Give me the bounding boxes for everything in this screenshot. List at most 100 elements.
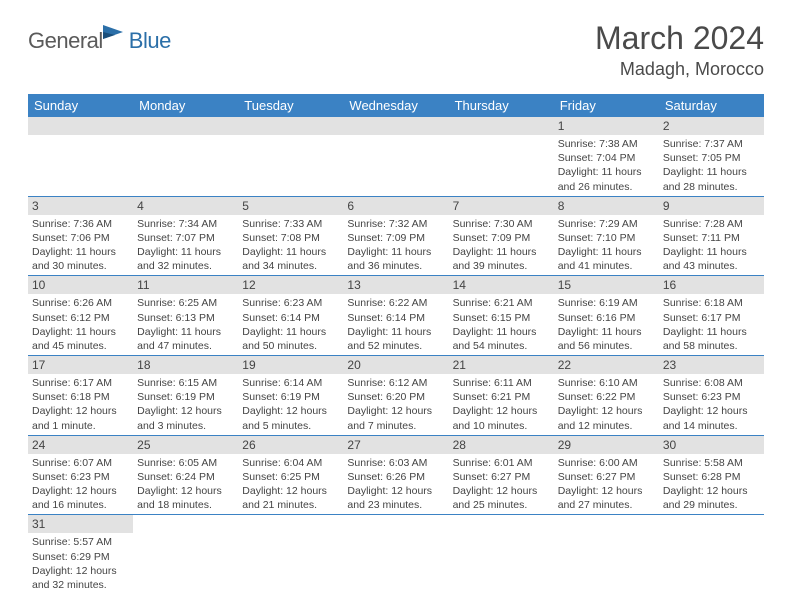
day-details: Sunrise: 7:30 AMSunset: 7:09 PMDaylight:… — [449, 215, 554, 276]
day-details: Sunrise: 6:21 AMSunset: 6:15 PMDaylight:… — [449, 294, 554, 355]
day-details: Sunrise: 6:25 AMSunset: 6:13 PMDaylight:… — [133, 294, 238, 355]
calendar-cell — [133, 515, 238, 594]
sunrise-text: Sunrise: 7:34 AM — [137, 217, 234, 231]
sunrise-text: Sunrise: 6:22 AM — [347, 296, 444, 310]
daylight-text: Daylight: 11 hours — [453, 245, 550, 259]
calendar-cell: 21Sunrise: 6:11 AMSunset: 6:21 PMDayligh… — [449, 356, 554, 436]
empty-day-bar — [449, 117, 554, 135]
sunset-text: Sunset: 6:19 PM — [137, 390, 234, 404]
day-number: 18 — [133, 356, 238, 374]
day-number: 26 — [238, 436, 343, 454]
calendar-row: 1Sunrise: 7:38 AMSunset: 7:04 PMDaylight… — [28, 117, 764, 196]
day-number: 3 — [28, 197, 133, 215]
daylight-text: and 25 minutes. — [453, 498, 550, 512]
calendar-cell: 27Sunrise: 6:03 AMSunset: 6:26 PMDayligh… — [343, 435, 448, 515]
daylight-text: and 3 minutes. — [137, 419, 234, 433]
daylight-text: Daylight: 12 hours — [347, 484, 444, 498]
calendar-cell: 22Sunrise: 6:10 AMSunset: 6:22 PMDayligh… — [554, 356, 659, 436]
daylight-text: and 10 minutes. — [453, 419, 550, 433]
sunset-text: Sunset: 7:09 PM — [347, 231, 444, 245]
weekday-monday: Monday — [133, 94, 238, 117]
calendar-cell: 31Sunrise: 5:57 AMSunset: 6:29 PMDayligh… — [28, 515, 133, 594]
day-number: 12 — [238, 276, 343, 294]
daylight-text: Daylight: 11 hours — [347, 245, 444, 259]
day-details: Sunrise: 7:33 AMSunset: 7:08 PMDaylight:… — [238, 215, 343, 276]
daylight-text: Daylight: 11 hours — [242, 245, 339, 259]
daylight-text: Daylight: 12 hours — [663, 404, 760, 418]
day-number: 9 — [659, 197, 764, 215]
sunset-text: Sunset: 6:18 PM — [32, 390, 129, 404]
sunrise-text: Sunrise: 7:29 AM — [558, 217, 655, 231]
daylight-text: Daylight: 11 hours — [137, 245, 234, 259]
sunrise-text: Sunrise: 6:01 AM — [453, 456, 550, 470]
day-details: Sunrise: 5:58 AMSunset: 6:28 PMDaylight:… — [659, 454, 764, 515]
sunrise-text: Sunrise: 7:36 AM — [32, 217, 129, 231]
day-details: Sunrise: 6:05 AMSunset: 6:24 PMDaylight:… — [133, 454, 238, 515]
sunset-text: Sunset: 7:07 PM — [137, 231, 234, 245]
calendar-cell: 23Sunrise: 6:08 AMSunset: 6:23 PMDayligh… — [659, 356, 764, 436]
day-details: Sunrise: 6:22 AMSunset: 6:14 PMDaylight:… — [343, 294, 448, 355]
day-number: 1 — [554, 117, 659, 135]
day-number: 11 — [133, 276, 238, 294]
daylight-text: Daylight: 11 hours — [558, 165, 655, 179]
day-details: Sunrise: 6:08 AMSunset: 6:23 PMDaylight:… — [659, 374, 764, 435]
sunset-text: Sunset: 6:15 PM — [453, 311, 550, 325]
sunrise-text: Sunrise: 6:23 AM — [242, 296, 339, 310]
sunset-text: Sunset: 7:11 PM — [663, 231, 760, 245]
month-title: March 2024 — [595, 20, 764, 57]
empty-day-bar — [238, 117, 343, 135]
sunrise-text: Sunrise: 6:04 AM — [242, 456, 339, 470]
daylight-text: and 41 minutes. — [558, 259, 655, 273]
calendar-cell: 11Sunrise: 6:25 AMSunset: 6:13 PMDayligh… — [133, 276, 238, 356]
sunset-text: Sunset: 7:10 PM — [558, 231, 655, 245]
daylight-text: and 1 minute. — [32, 419, 129, 433]
day-number: 15 — [554, 276, 659, 294]
day-details: Sunrise: 6:19 AMSunset: 6:16 PMDaylight:… — [554, 294, 659, 355]
day-number: 25 — [133, 436, 238, 454]
day-details: Sunrise: 7:28 AMSunset: 7:11 PMDaylight:… — [659, 215, 764, 276]
sunrise-text: Sunrise: 6:07 AM — [32, 456, 129, 470]
daylight-text: Daylight: 12 hours — [558, 484, 655, 498]
calendar-cell — [343, 515, 448, 594]
day-details: Sunrise: 6:11 AMSunset: 6:21 PMDaylight:… — [449, 374, 554, 435]
sunset-text: Sunset: 6:21 PM — [453, 390, 550, 404]
calendar-cell — [554, 515, 659, 594]
calendar-cell: 24Sunrise: 6:07 AMSunset: 6:23 PMDayligh… — [28, 435, 133, 515]
calendar-cell: 6Sunrise: 7:32 AMSunset: 7:09 PMDaylight… — [343, 196, 448, 276]
calendar-body: 1Sunrise: 7:38 AMSunset: 7:04 PMDaylight… — [28, 117, 764, 594]
sunrise-text: Sunrise: 6:17 AM — [32, 376, 129, 390]
sunrise-text: Sunrise: 7:28 AM — [663, 217, 760, 231]
sunset-text: Sunset: 6:28 PM — [663, 470, 760, 484]
sunrise-text: Sunrise: 6:25 AM — [137, 296, 234, 310]
logo-text-general: General — [28, 28, 103, 54]
sunset-text: Sunset: 6:16 PM — [558, 311, 655, 325]
day-number: 24 — [28, 436, 133, 454]
day-number: 5 — [238, 197, 343, 215]
calendar-cell — [449, 117, 554, 196]
calendar-cell: 20Sunrise: 6:12 AMSunset: 6:20 PMDayligh… — [343, 356, 448, 436]
logo: General Blue — [28, 28, 171, 54]
sunset-text: Sunset: 6:14 PM — [347, 311, 444, 325]
calendar-cell — [343, 117, 448, 196]
daylight-text: Daylight: 11 hours — [558, 245, 655, 259]
day-details: Sunrise: 7:38 AMSunset: 7:04 PMDaylight:… — [554, 135, 659, 196]
daylight-text: and 27 minutes. — [558, 498, 655, 512]
sunset-text: Sunset: 7:06 PM — [32, 231, 129, 245]
day-number: 6 — [343, 197, 448, 215]
daylight-text: and 54 minutes. — [453, 339, 550, 353]
daylight-text: Daylight: 11 hours — [663, 165, 760, 179]
day-details: Sunrise: 7:36 AMSunset: 7:06 PMDaylight:… — [28, 215, 133, 276]
daylight-text: and 18 minutes. — [137, 498, 234, 512]
day-details: Sunrise: 7:32 AMSunset: 7:09 PMDaylight:… — [343, 215, 448, 276]
sunset-text: Sunset: 6:12 PM — [32, 311, 129, 325]
daylight-text: Daylight: 12 hours — [137, 484, 234, 498]
calendar-row: 17Sunrise: 6:17 AMSunset: 6:18 PMDayligh… — [28, 356, 764, 436]
sunset-text: Sunset: 7:04 PM — [558, 151, 655, 165]
day-details: Sunrise: 6:23 AMSunset: 6:14 PMDaylight:… — [238, 294, 343, 355]
day-number: 21 — [449, 356, 554, 374]
day-number: 2 — [659, 117, 764, 135]
calendar-cell: 4Sunrise: 7:34 AMSunset: 7:07 PMDaylight… — [133, 196, 238, 276]
day-details: Sunrise: 6:00 AMSunset: 6:27 PMDaylight:… — [554, 454, 659, 515]
weekday-header-row: Sunday Monday Tuesday Wednesday Thursday… — [28, 94, 764, 117]
sunrise-text: Sunrise: 6:11 AM — [453, 376, 550, 390]
